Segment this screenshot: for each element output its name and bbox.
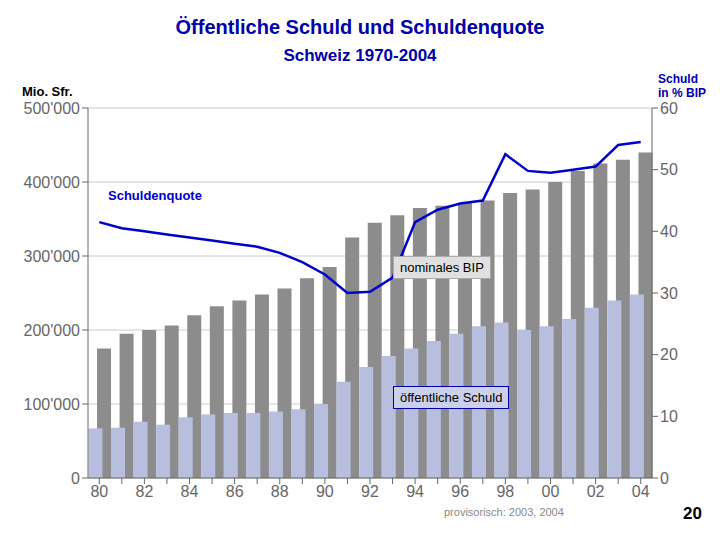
svg-text:50: 50 [660,161,678,178]
svg-text:88: 88 [271,483,289,500]
html-text:in % BIP: in % BIP [658,86,706,100]
svg-text:98: 98 [496,483,514,500]
svg-text:40: 40 [660,223,678,240]
svg-text:400'000: 400'000 [24,174,81,191]
svg-text:04: 04 [632,483,650,500]
svg-text:84: 84 [181,483,199,500]
html-text:öffentliche Schuld: öffentliche Schuld [400,390,503,405]
svg-text:96: 96 [451,483,469,500]
svg-text:300'000: 300'000 [24,248,81,265]
svg-text:00: 00 [542,483,560,500]
html-text:20: 20 [683,504,702,523]
svg-text:500'000: 500'000 [24,100,81,117]
svg-text:86: 86 [226,483,244,500]
html-text:Schuldenquote: Schuldenquote [108,188,202,203]
svg-text:100'000: 100'000 [24,396,81,413]
svg-text:0: 0 [660,470,669,487]
svg-text:20: 20 [660,346,678,363]
svg-text:90: 90 [316,483,334,500]
svg-text:60: 60 [660,100,678,117]
html-text:provisorisch: 2003, 2004: provisorisch: 2003, 2004 [444,506,564,518]
svg-text:0: 0 [71,470,80,487]
html-text:Schuld: Schuld [658,72,698,86]
svg-text:82: 82 [136,483,154,500]
html-text:Schweiz 1970-2004: Schweiz 1970-2004 [283,46,437,65]
html-text:Mio. Sfr.: Mio. Sfr. [22,84,73,99]
svg-text:30: 30 [660,285,678,302]
svg-text:80: 80 [90,483,108,500]
svg-text:200'000: 200'000 [24,322,81,339]
html-text:Öffentliche Schuld und Schulde: Öffentliche Schuld und Schuldenquote [175,16,545,38]
html-text:nominales BIP: nominales BIP [400,260,484,275]
svg-text:92: 92 [361,483,379,500]
svg-text:94: 94 [406,483,424,500]
svg-text:10: 10 [660,408,678,425]
svg-text:02: 02 [587,483,605,500]
